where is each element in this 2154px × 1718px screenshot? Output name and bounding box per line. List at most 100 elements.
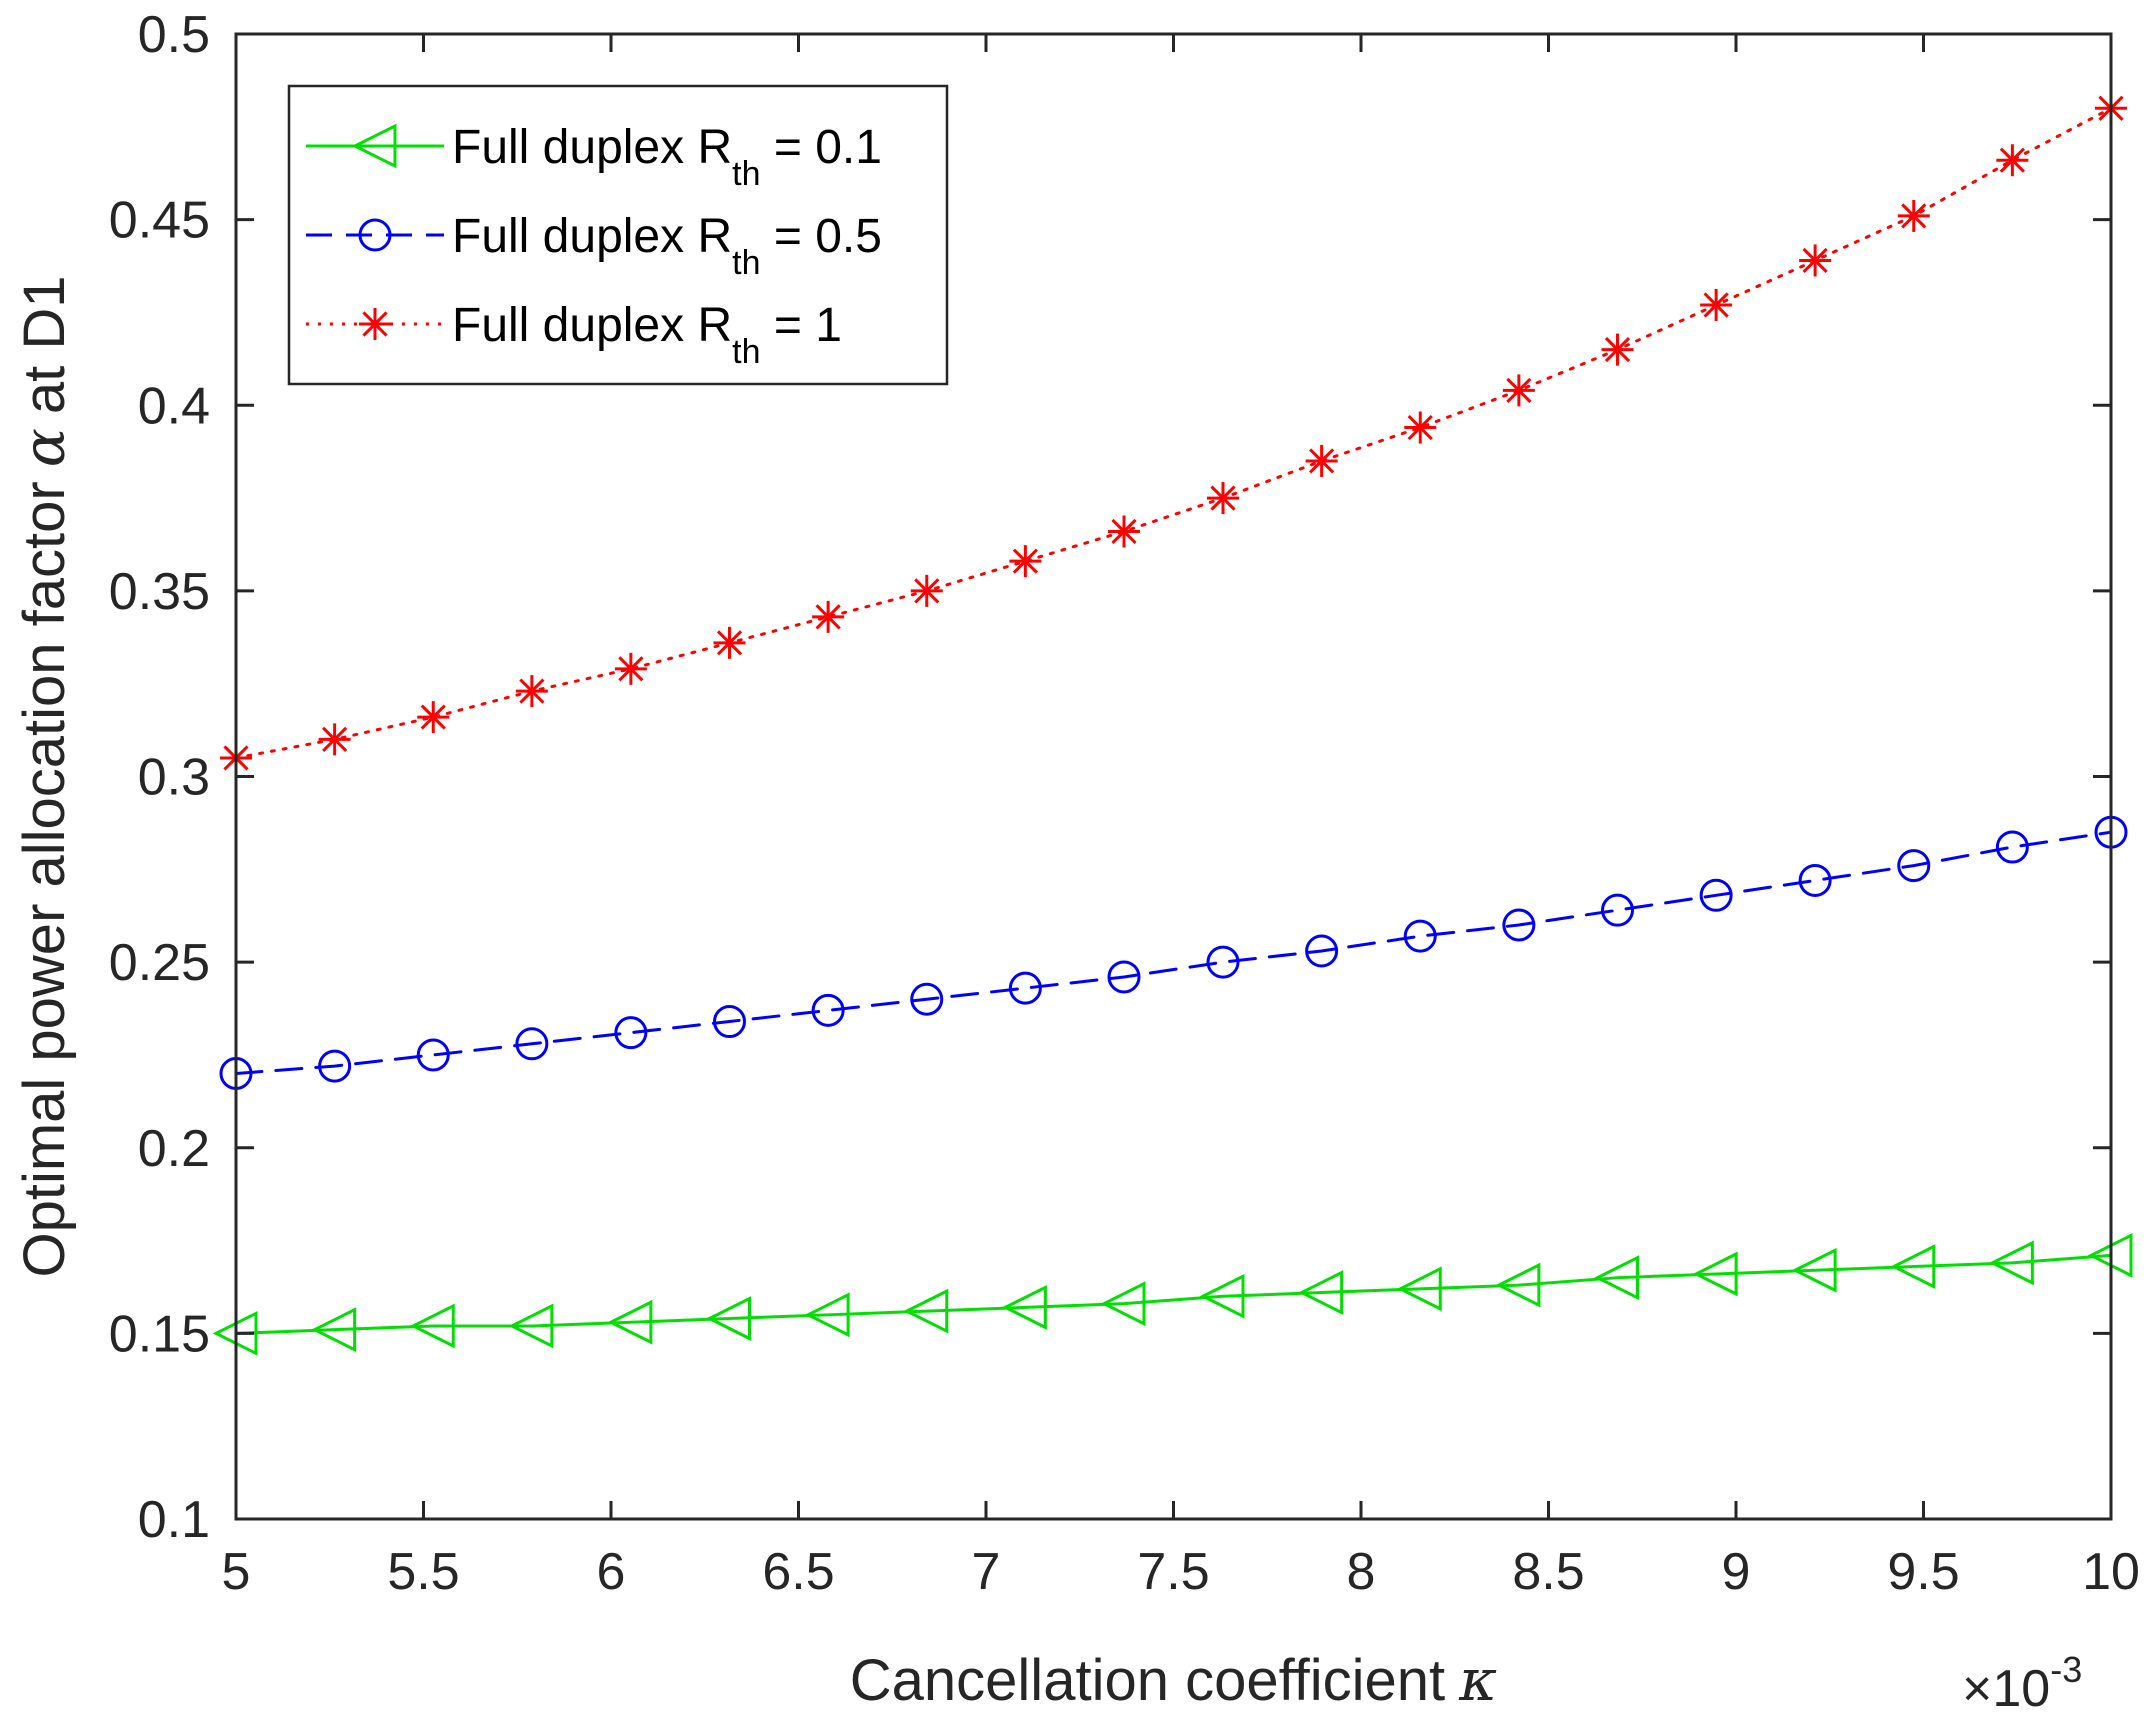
y-tick-label: 0.3 [138,749,210,807]
data-point [1404,411,1437,444]
data-point [713,1005,746,1039]
data-point [1799,244,1832,277]
legend-entry: Full duplex Rth = 0.5 [306,210,882,282]
data-point [1108,515,1140,548]
x-tick-label: 5 [222,1543,251,1601]
legend-label-prefix: Full duplex R [452,210,732,263]
y-tick-label: 0.4 [138,377,210,435]
data-point [614,652,647,685]
legend-label: Full duplex Rth = 0.5 [452,210,882,282]
data-point [1009,545,1042,578]
x-tick-label: 9 [1722,1543,1751,1601]
x-tick-label: 10 [2082,1543,2140,1601]
data-point [1199,1273,1245,1319]
data-point [318,1049,352,1083]
data-point [1798,863,1832,897]
data-point [804,1292,850,1338]
data-point [1100,1281,1146,1327]
data-point [1305,444,1338,477]
y-tick-label: 0.15 [109,1305,210,1363]
y-axis-symbol: α [10,428,78,467]
data-point [713,626,746,659]
y-tick-label: 0.35 [109,563,210,621]
data-point [1692,1251,1738,1297]
data-point [1298,1270,1344,1315]
data-point [416,1038,450,1072]
x-tick-label: 9.5 [1887,1543,1959,1601]
data-point [515,1027,549,1061]
series-1 [212,1232,2133,1356]
data-point [812,600,845,633]
x-axis-symbol: κ [1458,1646,1497,1714]
data-point [409,1303,455,1349]
legend-label-subscript: th [732,155,760,193]
data-point [607,1299,653,1345]
data-point [614,1016,648,1050]
legend-label-suffix: = 1 [760,299,841,352]
data-point [910,574,943,607]
data-point [1897,849,1931,883]
data-point [903,1288,949,1334]
legend-marker [351,123,397,169]
legend-entry: Full duplex Rth = 1 [306,299,842,371]
legend-label: Full duplex Rth = 0.1 [452,121,882,193]
x-exponent-power: -3 [2050,1649,2082,1690]
data-point [1206,945,1240,979]
y-axis-title: Optimal power allocation factor α at D1 [10,275,78,1277]
data-point [1995,830,2029,864]
data-point [1699,878,1733,912]
x-tick-label: 6.5 [762,1543,834,1601]
data-point [515,675,548,708]
legend-label-suffix: = 0.5 [760,210,881,263]
legend-label-prefix: Full duplex R [452,121,732,174]
data-point [706,1296,751,1341]
series-layer [212,92,2133,1356]
legend-label: Full duplex Rth = 1 [452,299,842,371]
y-axis-title-text: Optimal power allocation factor [12,481,77,1277]
data-point [1495,1262,1541,1308]
data-point [1601,333,1634,366]
legend-marker [358,218,392,252]
data-point [1403,919,1437,953]
x-tick-label: 5.5 [387,1543,459,1601]
data-point [1594,1255,1639,1301]
data-point [910,982,944,1016]
legend-label-subscript: th [732,333,760,371]
y-tick-label: 0.2 [138,1120,210,1178]
legend-marker [359,308,391,340]
x-axis-title: Cancellation coefficient κ [850,1646,1497,1714]
y-axis-title-suffix: at D1 [12,275,77,414]
y-tick-label: 0.1 [138,1491,210,1549]
data-point [1107,960,1141,994]
data-point [311,1307,357,1353]
y-tick-label: 0.25 [109,934,210,992]
data-point [508,1303,554,1349]
data-point [1700,289,1733,322]
x-tick-label: 7 [972,1543,1001,1601]
x-tick-label: 8.5 [1512,1543,1584,1601]
x-exponent-base: ×10 [1962,1660,2050,1718]
legend-label-suffix: = 0.1 [760,121,881,174]
data-point [1305,934,1339,968]
data-point [811,993,845,1027]
data-point [1502,908,1536,942]
series-line [234,830,2113,1075]
legend-entry: Full duplex Rth = 0.1 [306,121,882,193]
data-point [1396,1266,1442,1312]
data-point [1989,1240,2034,1286]
data-point [417,701,450,734]
data-point [1791,1247,1837,1293]
x-axis-title-text: Cancellation coefficient [850,1648,1445,1713]
y-tick-label: 0.45 [109,192,210,250]
data-point [1002,1284,1047,1330]
x-axis-exponent: ×10-3 [1962,1649,2082,1718]
data-point [1897,199,1930,232]
series-3 [220,92,2127,774]
tick-layer: 5 5.5 6 6.5 7 7.5 8 8.5 9 9.5 10 0.1 0.15 0.2 0.25 0.3 0… [109,6,2140,1601]
data-point [1890,1244,1936,1289]
legend-label-subscript: th [732,244,760,282]
data-point [1601,893,1634,927]
data-point [1008,971,1042,1005]
